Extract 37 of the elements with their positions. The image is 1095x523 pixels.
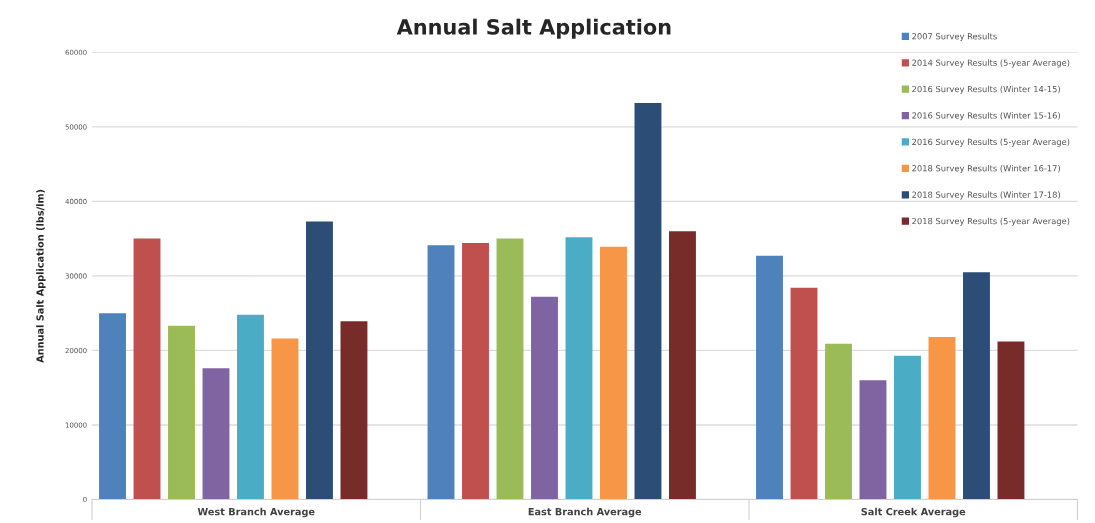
- legend-label: 2007 Survey Results: [912, 32, 997, 42]
- legend-label: 2018 Survey Results (5-year Average): [912, 217, 1070, 226]
- bar: [340, 321, 368, 500]
- bar: [496, 238, 524, 500]
- bar: [997, 341, 1025, 500]
- x-tick-label: East Branch Average: [528, 507, 642, 518]
- bar: [202, 368, 230, 500]
- bar: [669, 231, 696, 500]
- bar: [600, 246, 627, 500]
- x-tick-label: West Branch Average: [197, 507, 315, 518]
- bar: [756, 255, 783, 500]
- legend-label: 2018 Survey Results (Winter 17-18): [912, 191, 1060, 200]
- bar: [963, 272, 990, 500]
- bar: [825, 343, 852, 500]
- bar: [271, 338, 299, 500]
- bar: [634, 102, 662, 500]
- bar: [928, 337, 956, 500]
- legend-label: 2016 Survey Results (5-year Average): [912, 138, 1070, 147]
- bar: [565, 237, 593, 500]
- bar: [99, 313, 126, 500]
- bar: [894, 355, 921, 500]
- x-tick-label: Salt Creek Average: [861, 507, 966, 518]
- bar: [859, 380, 887, 500]
- chart-title: Annual Salt Application: [396, 18, 671, 39]
- y-axis-title: Annual Salt Application (lbs/lm): [36, 189, 46, 363]
- bar: [427, 245, 455, 500]
- bar: [531, 296, 558, 500]
- bar: [462, 243, 489, 500]
- legend-label: 2016 Survey Results (Winter 15-16): [912, 112, 1060, 121]
- legend-label: 2018 Survey Results (Winter 16-17): [912, 164, 1060, 174]
- legend-label: 2016 Survey Results (Winter 14-15): [912, 85, 1060, 94]
- bar: [168, 325, 195, 500]
- legend-label: 2014 Survey Results (5-year Average): [912, 59, 1070, 68]
- bar: [237, 314, 264, 500]
- bar: [133, 238, 161, 500]
- bar: [306, 221, 333, 500]
- bar: [790, 287, 818, 500]
